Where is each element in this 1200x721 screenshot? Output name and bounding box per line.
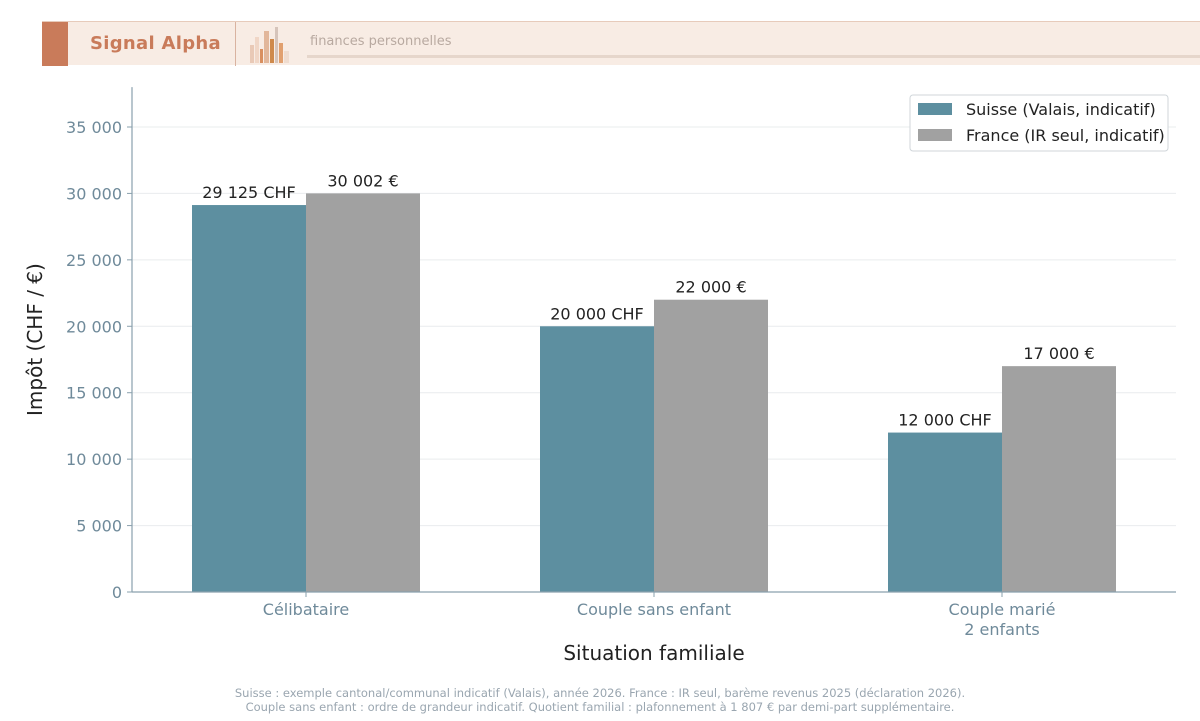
- legend-box: [909, 94, 1169, 152]
- bar: [306, 193, 420, 592]
- legend-swatch: [918, 103, 952, 115]
- y-tick-label: 35 000: [66, 118, 122, 137]
- bar: [888, 432, 1002, 592]
- x-tick-label: 2 enfants: [964, 620, 1039, 639]
- footnote-line-1: Suisse : exemple cantonal/communal indic…: [234, 686, 966, 700]
- x-tick-label: Couple sans enfant: [577, 600, 731, 619]
- x-tick-label: Célibataire: [263, 600, 349, 619]
- bar: [540, 326, 654, 592]
- y-tick-label: 25 000: [66, 251, 122, 270]
- data-label: 17 000 €: [1023, 344, 1094, 363]
- y-tick-label: 10 000: [66, 450, 122, 469]
- data-label: 29 125 CHF: [202, 183, 295, 202]
- x-axis-label: Situation familiale: [563, 641, 744, 665]
- banner-divider: [235, 22, 236, 66]
- footnote-line-2: Couple sans enfant : ordre de grandeur i…: [245, 700, 955, 714]
- y-tick-label: 0: [112, 583, 122, 602]
- y-axis-label: Impôt (CHF / €): [23, 263, 47, 416]
- data-label: 30 002 €: [327, 171, 398, 190]
- data-label: 22 000 €: [675, 278, 746, 297]
- bar: [654, 299, 768, 592]
- y-tick-label: 15 000: [66, 384, 122, 403]
- legend-label: Suisse (Valais, indicatif): [966, 100, 1156, 119]
- brand-name: Signal Alpha: [90, 33, 221, 54]
- banner-rule: [307, 55, 1200, 58]
- y-tick-label: 30 000: [66, 184, 122, 203]
- y-tick-label: 20 000: [66, 317, 122, 336]
- x-tick-label: Couple marié: [949, 600, 1056, 619]
- tagline: finances personnelles: [310, 34, 452, 49]
- y-tick-label: 5 000: [76, 517, 122, 536]
- legend-label: France (IR seul, indicatif): [966, 126, 1165, 145]
- bar: [1002, 366, 1116, 592]
- legend: Suisse (Valais, indicatif) France (IR seu…: [909, 94, 1169, 152]
- brand-accent-square: [42, 22, 68, 66]
- bar-chart-logo-icon: [250, 27, 289, 63]
- bar: [192, 205, 306, 592]
- legend-swatch: [918, 129, 952, 141]
- header-banner: Signal Alpha finances personnelles: [42, 21, 1200, 66]
- data-label: 12 000 CHF: [898, 411, 991, 430]
- data-label: 20 000 CHF: [550, 304, 643, 323]
